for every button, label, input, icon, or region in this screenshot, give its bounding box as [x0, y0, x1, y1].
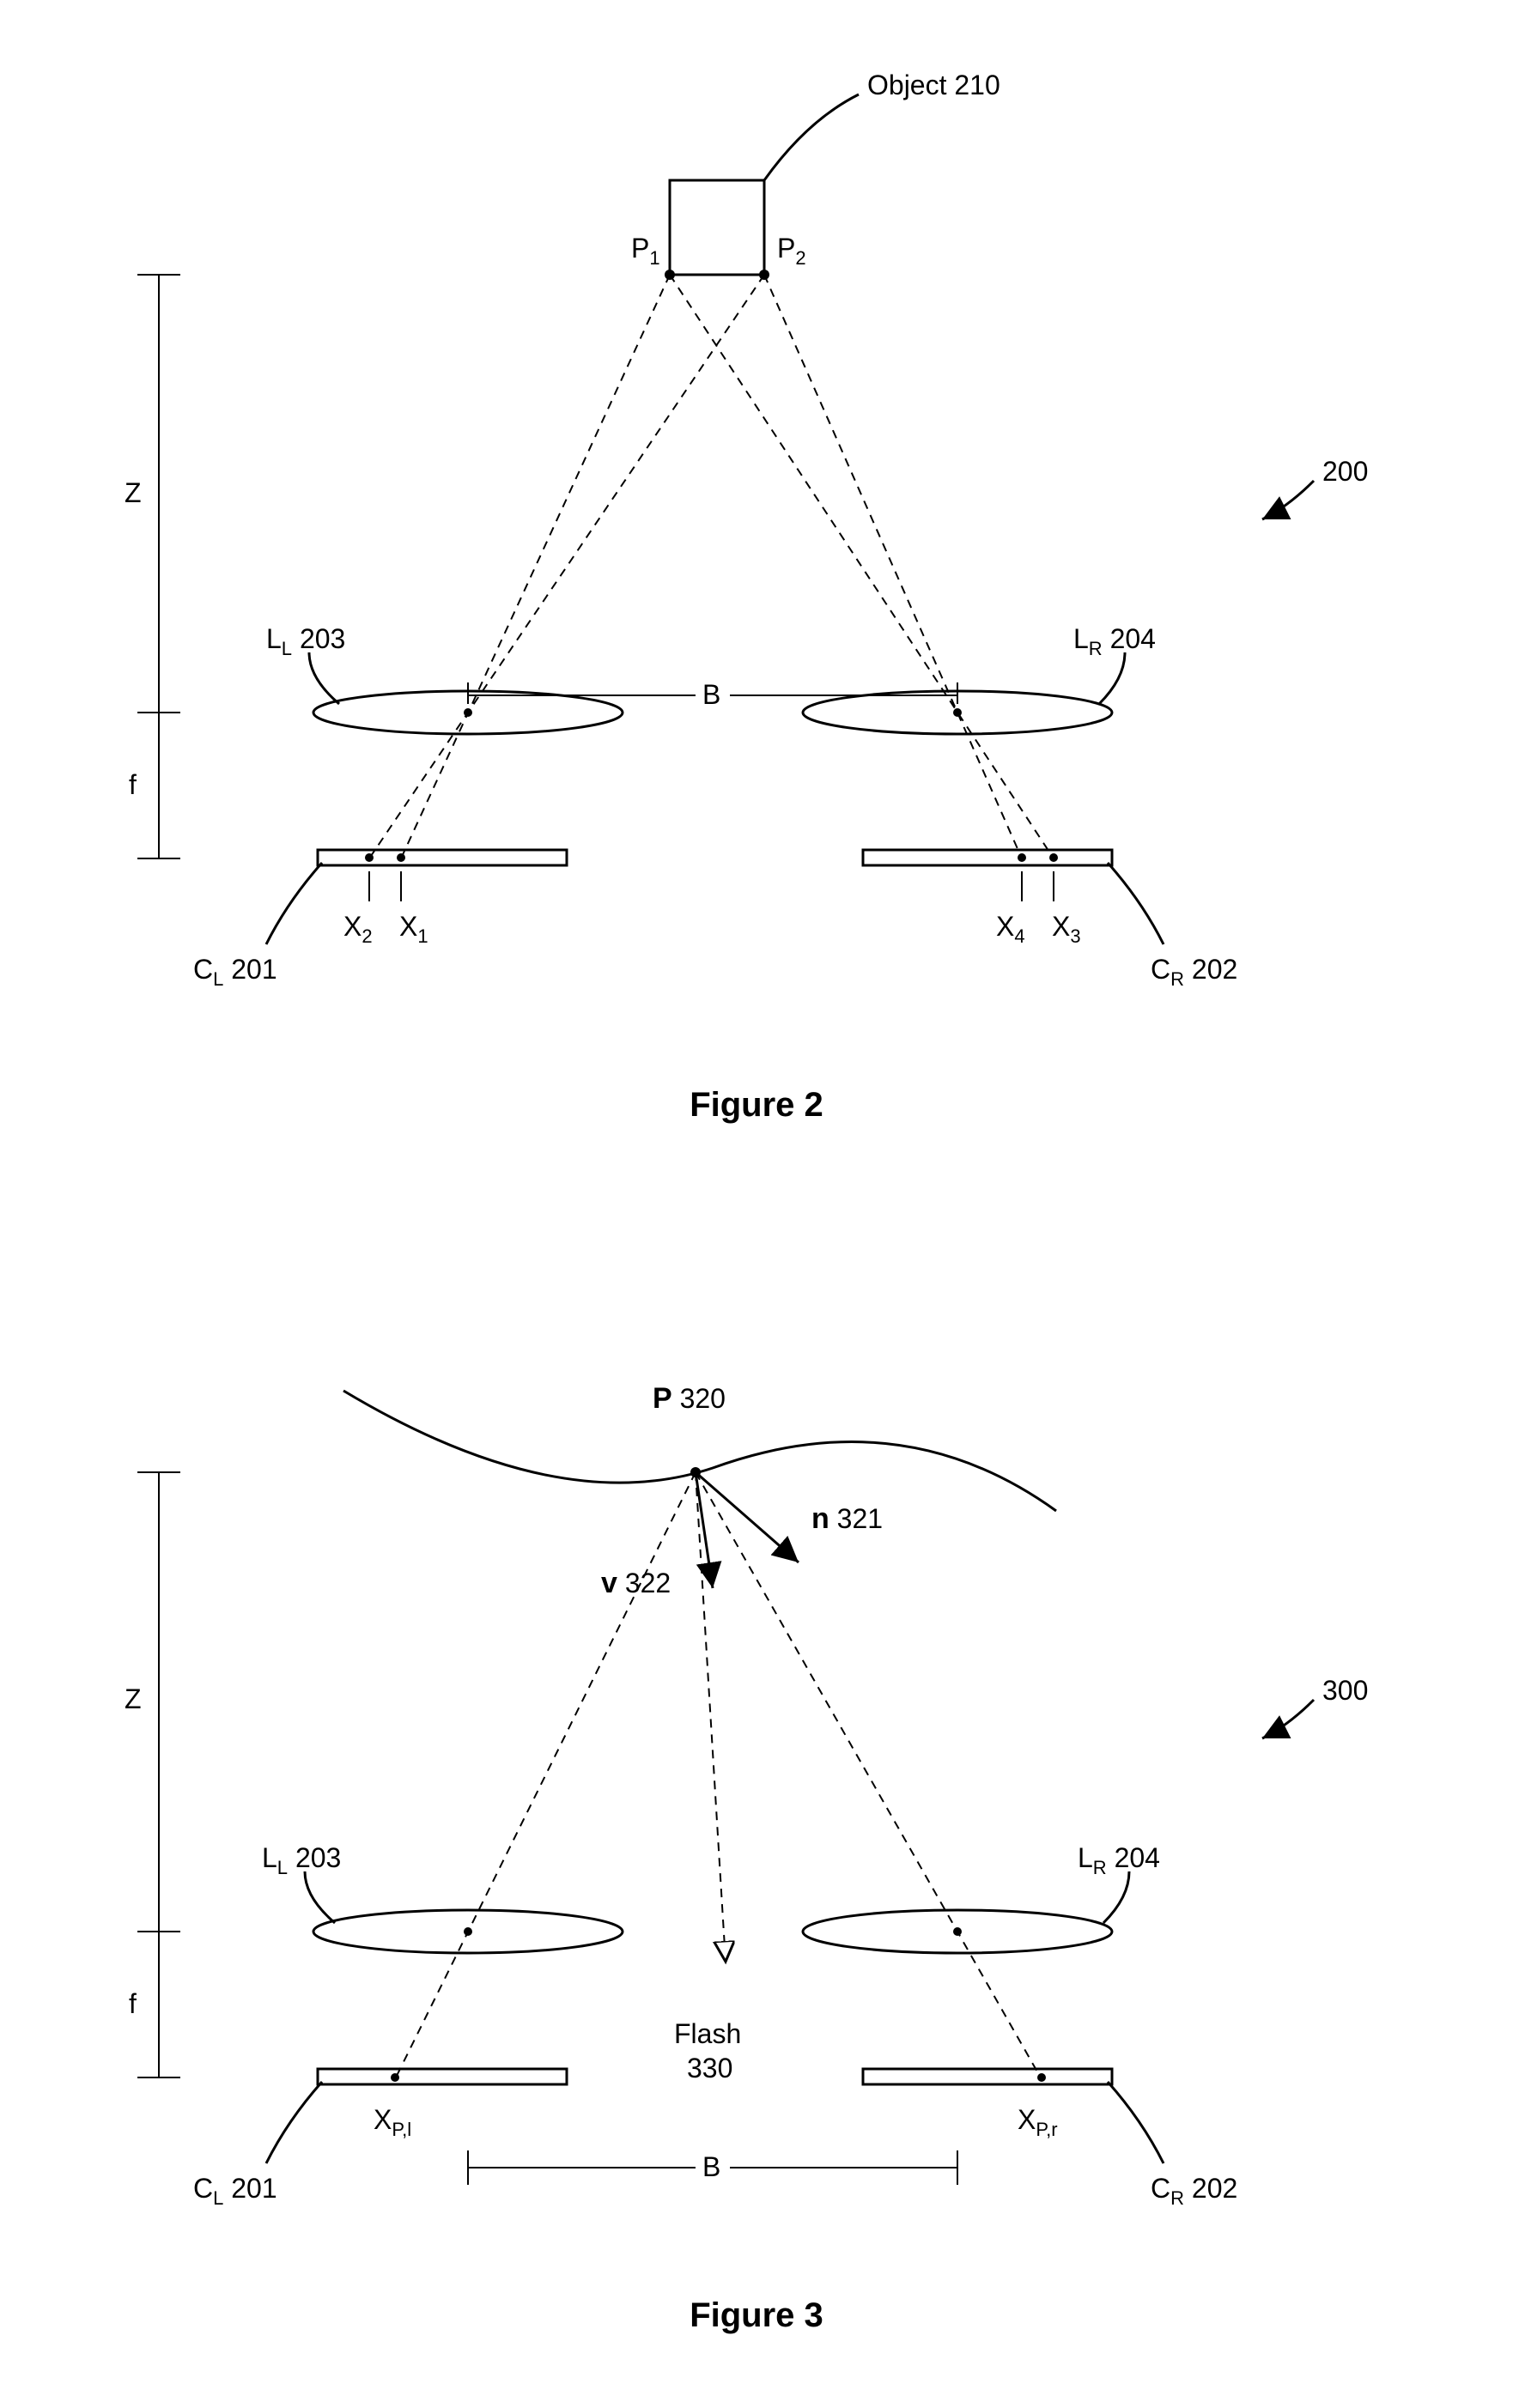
sensor-right-3 [863, 2069, 1112, 2084]
camera-left-3-leader [266, 2082, 322, 2163]
x1-dot [397, 853, 405, 862]
baseline-label: B [702, 679, 720, 710]
lens-left-3-label: LL 203 [262, 1842, 341, 1878]
lens-right-3-leader [1103, 1871, 1129, 1923]
camera-right-label: CR 202 [1151, 954, 1237, 990]
ray-p-right [696, 1472, 1042, 2079]
flash-ray [696, 1472, 726, 1962]
ref-300-label: 300 [1322, 1675, 1368, 1706]
x1-label: X1 [399, 911, 428, 947]
p2-label: P2 [777, 233, 806, 269]
xpr-label: XP,r [1018, 2104, 1058, 2140]
camera-left-leader [266, 863, 322, 944]
sensor-left-3 [318, 2069, 567, 2084]
xpl-label: XP,l [374, 2104, 411, 2140]
baseline-3-label: B [702, 2151, 720, 2182]
camera-right-3-leader [1108, 2082, 1164, 2163]
figure-2-container: Object 210 P1 P2 B LL 203 LR 204 X2 X1 X… [0, 0, 1513, 1125]
figure-2-svg: Object 210 P1 P2 B LL 203 LR 204 X2 X1 X… [0, 0, 1513, 1116]
normal-n-arrow [696, 1472, 799, 1562]
sensor-right [863, 850, 1112, 865]
ray-p-left [395, 1472, 696, 2079]
camera-left-3-label: CL 201 [193, 2173, 277, 2209]
x2-dot [365, 853, 374, 862]
x2-label: X2 [343, 911, 373, 947]
flash-num: 330 [687, 2053, 732, 2083]
vector-v-arrow [696, 1472, 713, 1588]
ref-200-label: 200 [1322, 456, 1368, 487]
object-box [670, 180, 764, 275]
ray-p1-left [401, 275, 670, 858]
x3-dot [1049, 853, 1058, 862]
z-label: Z [125, 477, 142, 508]
object-label: Object 210 [867, 70, 1000, 100]
sensor-left [318, 850, 567, 865]
lens-left-leader [309, 652, 339, 704]
x4-dot [1018, 853, 1026, 862]
p1-label: P1 [631, 233, 660, 269]
z-3-label: Z [125, 1683, 142, 1714]
lens-left-3-leader [305, 1871, 335, 1923]
lens-right-3-label: LR 204 [1078, 1842, 1160, 1878]
f-3-label: f [129, 1988, 137, 2019]
lens-left-label: LL 203 [266, 623, 345, 659]
figure-3-container: P 320 n 321 v 322 LL 203 LR 204 Flash 33… [0, 1245, 1513, 2335]
figure-3-svg: P 320 n 321 v 322 LL 203 LR 204 Flash 33… [0, 1245, 1513, 2318]
camera-left-label: CL 201 [193, 954, 277, 990]
lens-right-label: LR 204 [1073, 623, 1156, 659]
x4-label: X4 [996, 911, 1025, 947]
point-p-label: P 320 [653, 1382, 726, 1415]
xpr-dot [1037, 2073, 1046, 2082]
ray-p1-right [670, 275, 1054, 858]
ref-200-arrow [1262, 481, 1314, 519]
ref-300-arrow [1262, 1700, 1314, 1738]
object-leader [764, 94, 859, 180]
vector-v-label: v 322 [601, 1567, 671, 1599]
ray-p2-right [764, 275, 1022, 858]
camera-right-3-label: CR 202 [1151, 2173, 1237, 2209]
ray-p2-left [369, 275, 764, 858]
xpl-dot [391, 2073, 399, 2082]
lens-right-leader [1099, 652, 1125, 704]
x3-label: X3 [1052, 911, 1081, 947]
normal-n-label: n 321 [811, 1502, 883, 1535]
f-label: f [129, 769, 137, 800]
flash-label: Flash [674, 2018, 741, 2049]
camera-right-leader [1108, 863, 1164, 944]
